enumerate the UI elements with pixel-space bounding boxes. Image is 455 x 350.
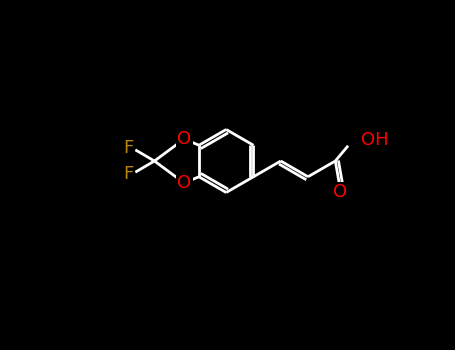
Text: O: O (177, 130, 191, 148)
Text: F: F (123, 165, 133, 183)
Text: O: O (177, 174, 191, 192)
Text: O: O (333, 183, 347, 201)
Text: F: F (123, 139, 133, 157)
Text: OH: OH (361, 131, 389, 149)
